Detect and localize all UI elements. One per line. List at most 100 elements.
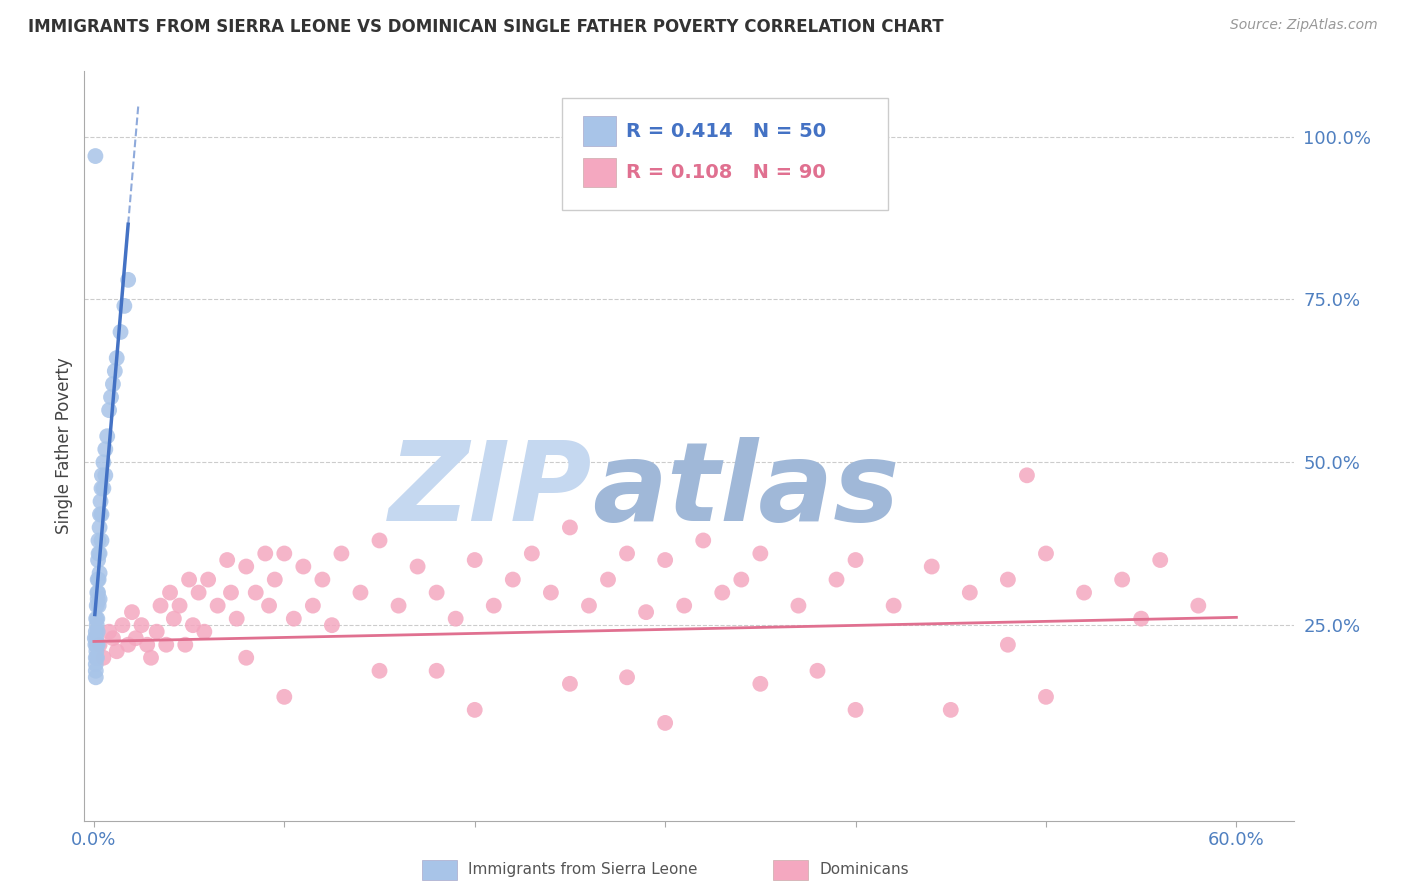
Point [330, 547, 353, 561]
Point [100, 390, 122, 404]
Text: ZIP: ZIP [388, 437, 592, 544]
Point [86, 585, 108, 599]
Point [616, 670, 638, 684]
Point [368, 664, 391, 678]
Point [86, 599, 108, 613]
Point [86, 612, 108, 626]
Point [169, 599, 191, 613]
Point [163, 612, 186, 626]
Point [121, 605, 143, 619]
Point [125, 631, 148, 645]
Point [636, 605, 658, 619]
Point [90, 494, 112, 508]
Point [1015, 468, 1038, 483]
Point [89, 638, 111, 652]
Point [117, 273, 139, 287]
Point [558, 520, 581, 534]
Point [540, 585, 562, 599]
Point [616, 547, 638, 561]
Point [245, 585, 267, 599]
Point [482, 599, 505, 613]
Point [83, 631, 105, 645]
Point [225, 612, 247, 626]
Point [711, 585, 734, 599]
Point [96, 429, 118, 443]
Point [87, 573, 110, 587]
Point [939, 703, 962, 717]
Point [84, 657, 107, 672]
Point [193, 624, 215, 639]
Point [1073, 585, 1095, 599]
Point [883, 599, 905, 613]
Point [464, 703, 486, 717]
Point [84, 664, 107, 678]
Point [139, 650, 162, 665]
Point [86, 624, 108, 639]
Y-axis label: Single Father Poverty: Single Father Poverty [55, 358, 73, 534]
Point [749, 677, 772, 691]
Point [131, 618, 153, 632]
Point [1111, 573, 1133, 587]
Point [263, 573, 285, 587]
Point [520, 547, 543, 561]
Point [101, 631, 124, 645]
Point [207, 599, 229, 613]
Point [87, 547, 110, 561]
Point [84, 670, 107, 684]
Point [273, 547, 295, 561]
Point [112, 299, 135, 313]
Point [84, 612, 107, 626]
Point [787, 599, 810, 613]
Point [90, 508, 112, 522]
Point [219, 585, 242, 599]
Point [806, 664, 828, 678]
Point [87, 599, 110, 613]
Point [87, 585, 110, 599]
Point [730, 573, 752, 587]
Point [292, 559, 315, 574]
Point [654, 553, 676, 567]
Point [159, 585, 181, 599]
Point [136, 638, 159, 652]
Point [98, 403, 121, 417]
Point [90, 533, 112, 548]
Text: IMMIGRANTS FROM SIERRA LEONE VS DOMINICAN SINGLE FATHER POVERTY CORRELATION CHAR: IMMIGRANTS FROM SIERRA LEONE VS DOMINICA… [28, 18, 943, 36]
Point [93, 455, 115, 469]
Point [105, 644, 128, 658]
Point [1130, 612, 1153, 626]
Point [426, 664, 449, 678]
Point [235, 559, 257, 574]
Text: R = 0.414   N = 50: R = 0.414 N = 50 [626, 122, 827, 141]
Point [84, 650, 107, 665]
Point [117, 638, 139, 652]
Text: R = 0.108   N = 90: R = 0.108 N = 90 [626, 163, 825, 182]
Point [825, 573, 848, 587]
Text: Dominicans: Dominicans [820, 863, 910, 877]
Point [84, 631, 107, 645]
Point [257, 599, 280, 613]
Point [283, 612, 305, 626]
Point [596, 573, 619, 587]
Point [101, 377, 124, 392]
Point [94, 442, 117, 457]
Point [84, 624, 107, 639]
Point [997, 638, 1019, 652]
Point [187, 585, 209, 599]
Text: atlas: atlas [592, 437, 900, 544]
Point [90, 481, 112, 495]
Point [84, 638, 107, 652]
Point [254, 547, 277, 561]
Point [349, 585, 371, 599]
Point [86, 592, 108, 607]
Point [845, 553, 868, 567]
Point [145, 624, 167, 639]
Point [86, 638, 108, 652]
Point [217, 553, 239, 567]
Point [86, 638, 108, 652]
Point [90, 468, 112, 483]
Point [155, 638, 177, 652]
Point [426, 585, 449, 599]
Point [89, 547, 111, 561]
Point [105, 351, 128, 365]
Point [235, 650, 257, 665]
